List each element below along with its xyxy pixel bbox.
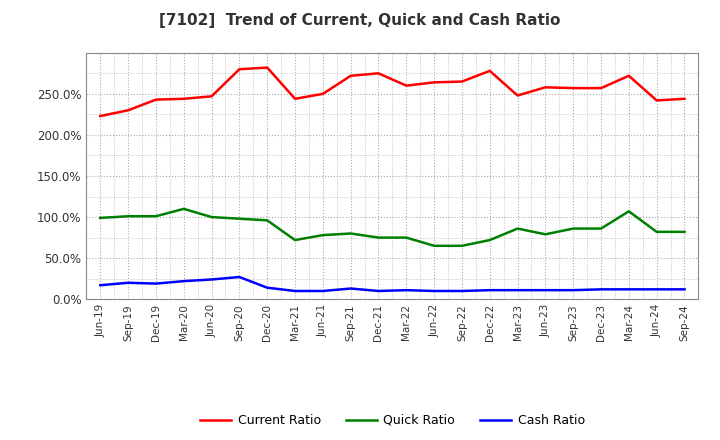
Quick Ratio	[291, 238, 300, 243]
Cash Ratio	[152, 281, 161, 286]
Cash Ratio	[179, 279, 188, 284]
Current Ratio	[152, 97, 161, 102]
Quick Ratio	[458, 243, 467, 249]
Quick Ratio	[624, 209, 633, 214]
Cash Ratio	[652, 287, 661, 292]
Legend: Current Ratio, Quick Ratio, Cash Ratio: Current Ratio, Quick Ratio, Cash Ratio	[195, 409, 590, 432]
Cash Ratio	[374, 288, 383, 293]
Current Ratio	[96, 114, 104, 119]
Cash Ratio	[235, 275, 243, 280]
Quick Ratio	[541, 232, 550, 237]
Current Ratio	[263, 65, 271, 70]
Cash Ratio	[680, 287, 689, 292]
Current Ratio	[569, 85, 577, 91]
Cash Ratio	[541, 287, 550, 293]
Quick Ratio	[124, 213, 132, 219]
Current Ratio	[513, 93, 522, 98]
Quick Ratio	[152, 213, 161, 219]
Current Ratio	[541, 84, 550, 90]
Current Ratio	[652, 98, 661, 103]
Current Ratio	[124, 108, 132, 113]
Current Ratio	[235, 66, 243, 72]
Quick Ratio	[652, 229, 661, 235]
Cash Ratio	[124, 280, 132, 286]
Quick Ratio	[374, 235, 383, 240]
Current Ratio	[374, 71, 383, 76]
Quick Ratio	[207, 214, 216, 220]
Current Ratio	[680, 96, 689, 102]
Cash Ratio	[96, 282, 104, 288]
Cash Ratio	[207, 277, 216, 282]
Current Ratio	[207, 94, 216, 99]
Current Ratio	[458, 79, 467, 84]
Quick Ratio	[235, 216, 243, 221]
Current Ratio	[179, 96, 188, 102]
Current Ratio	[346, 73, 355, 78]
Cash Ratio	[458, 288, 467, 293]
Quick Ratio	[430, 243, 438, 249]
Cash Ratio	[346, 286, 355, 291]
Cash Ratio	[318, 288, 327, 293]
Quick Ratio	[96, 215, 104, 220]
Cash Ratio	[624, 287, 633, 292]
Cash Ratio	[485, 287, 494, 293]
Cash Ratio	[291, 288, 300, 293]
Quick Ratio	[346, 231, 355, 236]
Current Ratio	[485, 68, 494, 73]
Quick Ratio	[485, 238, 494, 243]
Current Ratio	[402, 83, 410, 88]
Quick Ratio	[318, 232, 327, 238]
Line: Cash Ratio: Cash Ratio	[100, 277, 685, 291]
Cash Ratio	[597, 287, 606, 292]
Quick Ratio	[263, 218, 271, 223]
Cash Ratio	[402, 287, 410, 293]
Quick Ratio	[179, 206, 188, 212]
Cash Ratio	[263, 285, 271, 290]
Quick Ratio	[569, 226, 577, 231]
Cash Ratio	[569, 287, 577, 293]
Current Ratio	[430, 80, 438, 85]
Quick Ratio	[597, 226, 606, 231]
Current Ratio	[291, 96, 300, 102]
Text: [7102]  Trend of Current, Quick and Cash Ratio: [7102] Trend of Current, Quick and Cash …	[159, 13, 561, 28]
Quick Ratio	[680, 229, 689, 235]
Cash Ratio	[430, 288, 438, 293]
Line: Current Ratio: Current Ratio	[100, 68, 685, 116]
Quick Ratio	[402, 235, 410, 240]
Line: Quick Ratio: Quick Ratio	[100, 209, 685, 246]
Current Ratio	[318, 91, 327, 96]
Cash Ratio	[513, 287, 522, 293]
Current Ratio	[597, 85, 606, 91]
Current Ratio	[624, 73, 633, 78]
Quick Ratio	[513, 226, 522, 231]
